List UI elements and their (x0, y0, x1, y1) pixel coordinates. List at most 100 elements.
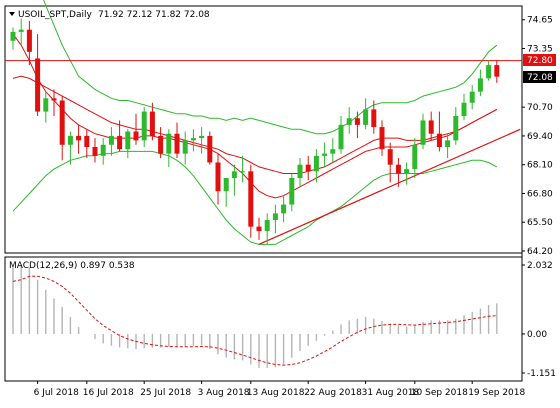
price-tick-label: 69.40 (527, 132, 553, 142)
ohlc-label: 71.92 72.12 71.82 72.08 (98, 10, 210, 20)
candle-body (166, 133, 172, 154)
svg-text:72.08: 72.08 (527, 73, 553, 83)
candle-body (190, 138, 196, 141)
candle-body (248, 171, 254, 227)
candle-body (494, 65, 500, 77)
macd-tick-label: -1.151 (527, 369, 556, 379)
candle (125, 129, 131, 159)
candle-body (420, 120, 426, 145)
candle (477, 69, 483, 97)
candle (26, 20, 32, 66)
candle (428, 111, 434, 141)
candle-body (469, 91, 475, 103)
candle-body (84, 135, 90, 147)
candle (158, 127, 164, 159)
bollinger-lower-line (12, 150, 498, 245)
candle-body (240, 171, 246, 173)
candle (240, 155, 246, 183)
candle-body (35, 58, 41, 112)
candle (190, 129, 196, 152)
candle (289, 173, 295, 212)
candle (436, 111, 442, 152)
candle (363, 98, 369, 130)
candle (445, 133, 451, 159)
svg-text:72.80: 72.80 (527, 56, 553, 66)
candle-body (174, 133, 180, 154)
price-tick-label: 66.80 (527, 189, 553, 199)
menu-triangle-icon[interactable] (9, 12, 15, 16)
date-tick-label: 13 Aug 2018 (247, 388, 305, 398)
moving-average-line (12, 33, 498, 199)
candle (305, 155, 311, 181)
candle-body (338, 124, 344, 150)
macd-tick-label: 2.032 (527, 261, 553, 271)
candle-body (477, 78, 483, 92)
candle (469, 85, 475, 110)
candle-body (281, 204, 287, 214)
candle (100, 138, 106, 165)
candle (338, 116, 344, 154)
candle-body (305, 164, 311, 172)
candle-body (125, 131, 131, 150)
candle-body (67, 135, 73, 145)
candle (84, 129, 90, 159)
date-tick-label: 19 Sep 2018 (468, 388, 525, 398)
candle-body (117, 135, 123, 150)
candle-body (264, 220, 270, 232)
resistance-price-tag: 72.80 (523, 54, 556, 66)
support-trendline (258, 128, 521, 245)
price-tick-label: 64.20 (527, 247, 553, 257)
candle-body (231, 171, 237, 178)
candle (272, 204, 278, 234)
candle-body (256, 226, 262, 232)
macd-label: MACD(12,26,9) 0.897 0.538 (9, 261, 135, 271)
candle-body (149, 111, 155, 136)
candle (379, 120, 385, 156)
candle (461, 93, 467, 121)
candle (412, 138, 418, 178)
candle (420, 113, 426, 150)
candle-body (59, 100, 65, 145)
candle (404, 162, 410, 185)
bollinger-upper-line (43, 0, 498, 135)
candle-body (18, 29, 24, 32)
candle (10, 27, 16, 50)
price-tick-label: 73.35 (527, 45, 553, 55)
candle-body (404, 169, 410, 174)
candle (18, 18, 24, 46)
candle (199, 127, 205, 154)
candle-body (387, 149, 393, 165)
candle-body (141, 111, 147, 141)
candle (256, 217, 262, 240)
date-tick-label: 31 Aug 2018 (362, 388, 420, 398)
candle-body (199, 135, 205, 139)
candle-body (412, 144, 418, 170)
candle-body (100, 144, 106, 156)
date-tick-label: 22 Aug 2018 (304, 388, 362, 398)
price-tick-label: 65.50 (527, 218, 553, 228)
candle-body (182, 140, 188, 154)
candle (248, 164, 254, 238)
candle-body (436, 133, 442, 147)
candle-body (76, 135, 82, 141)
candle (67, 131, 73, 165)
price-panel-frame (4, 5, 523, 254)
candle-body (445, 140, 451, 147)
date-tick-label: 10 Sep 2018 (411, 388, 468, 398)
candle (281, 195, 287, 223)
candle (231, 164, 237, 196)
candle-body (297, 164, 303, 178)
candle (141, 107, 147, 147)
macd-layer (12, 264, 498, 368)
candle-body (26, 29, 32, 52)
candle-body (223, 177, 229, 192)
candle-body (354, 118, 360, 125)
candle (297, 158, 303, 187)
candle (92, 138, 98, 163)
candles (10, 18, 500, 245)
candle (59, 96, 65, 161)
candle (264, 213, 270, 245)
trendline-layer (5, 60, 522, 245)
candle-body (486, 65, 492, 79)
candle-body (346, 118, 352, 125)
